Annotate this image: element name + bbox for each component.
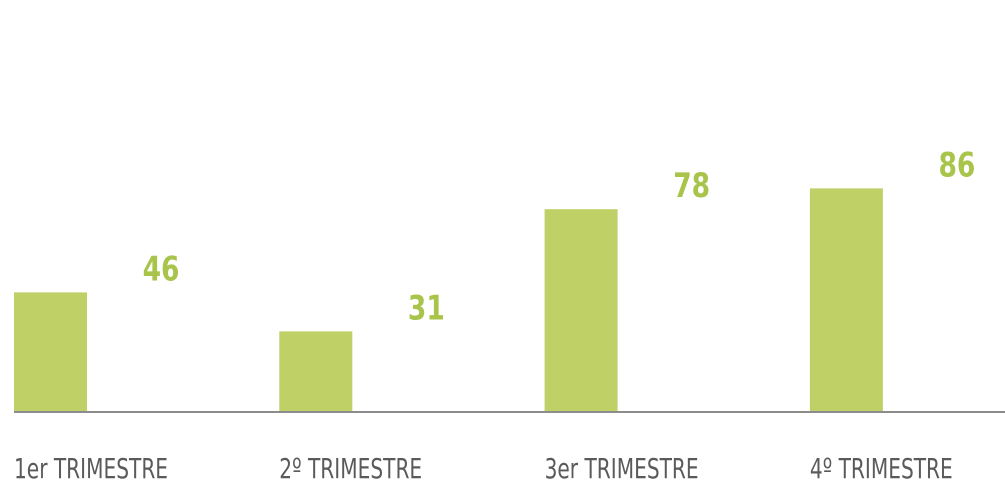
- value-label-4: 86: [938, 146, 975, 185]
- bar-2: [279, 331, 353, 412]
- category-label-3: 3er TRIMESTRE: [545, 452, 699, 485]
- category-label-1: 1er TRIMESTRE: [14, 452, 168, 485]
- value-label-2: 31: [408, 289, 445, 328]
- value-label-3: 78: [673, 167, 710, 206]
- value-labels-group: 46 31 78 86: [143, 146, 976, 328]
- bar-3: [544, 209, 618, 412]
- bars-group: [14, 188, 883, 412]
- bar-1: [14, 292, 87, 412]
- category-label-4: 4º TRIMESTRE: [810, 452, 953, 485]
- category-labels-group: 1er TRIMESTRE 2º TRIMESTRE 3er TRIMESTRE 4º…: [14, 452, 953, 485]
- value-label-1: 46: [143, 250, 180, 289]
- category-label-2: 2º TRIMESTRE: [279, 452, 422, 485]
- bar-4: [809, 188, 883, 412]
